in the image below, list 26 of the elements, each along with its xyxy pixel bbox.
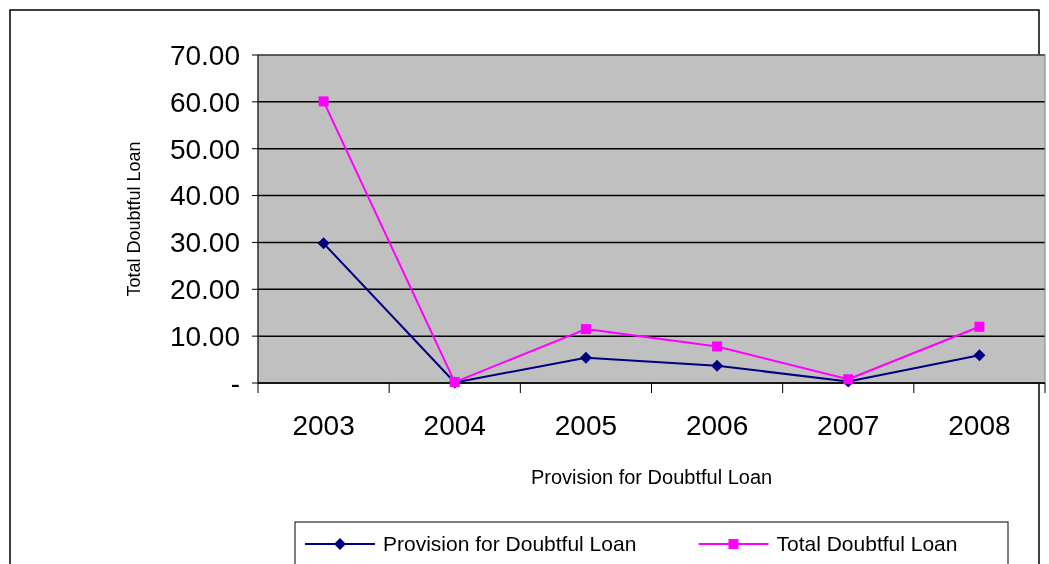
point <box>711 359 724 372</box>
y-axis-title: Total Doubtful Loan <box>124 141 144 297</box>
point <box>712 341 723 352</box>
legend-label: Provision for Doubtful Loan <box>383 532 637 556</box>
point <box>974 321 985 332</box>
point <box>318 96 329 107</box>
y-tick-label: 60.00 <box>169 86 240 118</box>
y-tick-label: 40.00 <box>169 180 240 212</box>
y-tick-label: 20.00 <box>169 274 240 306</box>
y-tick-label: 10.00 <box>169 320 240 352</box>
point <box>580 324 591 335</box>
point <box>973 349 986 362</box>
legend-label: Total Doubtful Loan <box>776 532 958 556</box>
y-tick-label: - <box>230 367 240 399</box>
x-axis-title: Provision for Doubtful Loan <box>530 466 773 488</box>
x-tick-label: 2005 <box>554 410 618 441</box>
y-tick-label: 30.00 <box>169 227 240 259</box>
x-tick-label: 2006 <box>685 410 749 441</box>
y-tick-label: 50.00 <box>169 133 240 165</box>
x-tick-label: 2004 <box>423 410 486 441</box>
x-tick-label: 2003 <box>292 410 355 441</box>
y-tick-label: 70.00 <box>169 39 240 71</box>
x-tick-label: 2007 <box>817 410 880 441</box>
point <box>317 237 330 250</box>
point <box>579 351 592 364</box>
x-tick-label: 2008 <box>948 410 1011 441</box>
